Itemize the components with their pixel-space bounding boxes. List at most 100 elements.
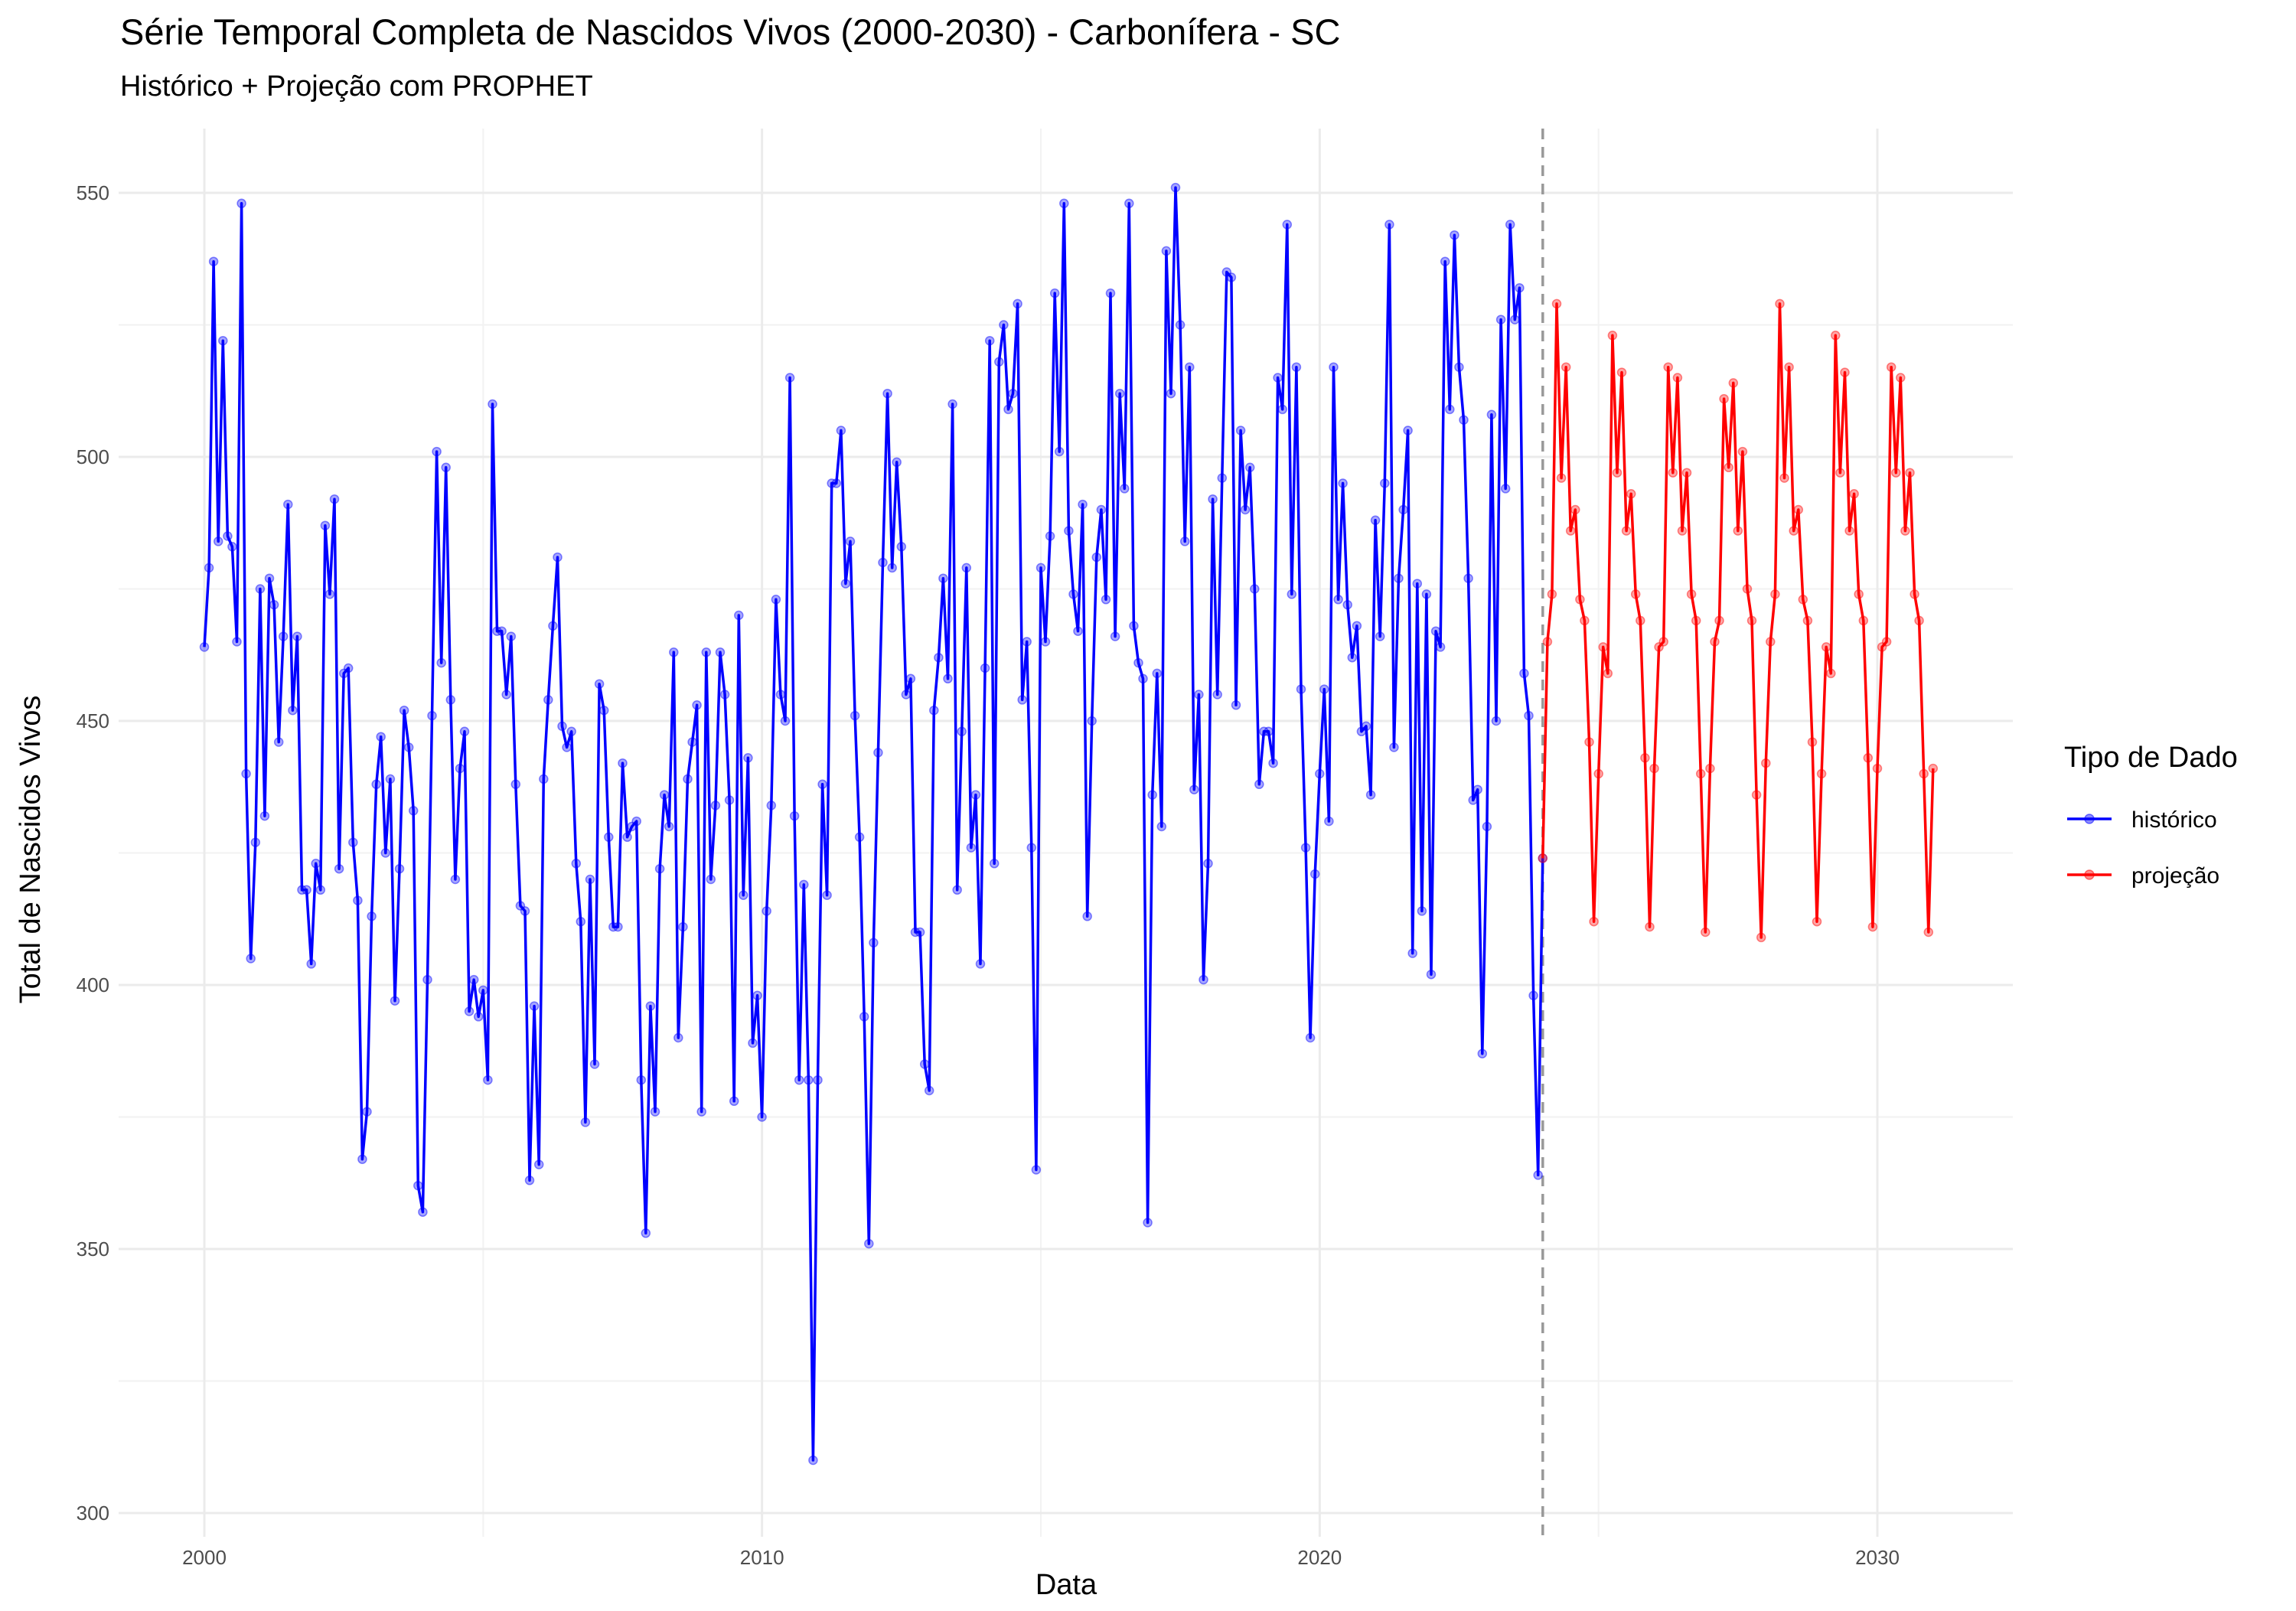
data-point-projecao-46 — [1751, 790, 1762, 800]
data-point-historico-211 — [1179, 536, 1190, 546]
data-point-historico-207 — [1161, 246, 1172, 256]
data-point-projecao-3 — [1551, 298, 1562, 309]
data-point-historico-178 — [1026, 843, 1037, 853]
data-point-historico-170 — [989, 859, 1000, 869]
data-point-historico-22 — [302, 885, 311, 895]
data-point-historico-93 — [631, 816, 641, 827]
data-point-historico-75 — [548, 621, 558, 631]
y-axis-label: Total de Nascidos Vivos — [15, 696, 47, 1004]
data-point-historico-56 — [459, 726, 470, 737]
data-point-projecao-64 — [1835, 468, 1845, 478]
data-point-projecao-33 — [1691, 615, 1701, 626]
data-point-historico-105 — [687, 737, 697, 747]
data-point-historico-27 — [325, 589, 335, 599]
data-point-projecao-4 — [1556, 473, 1567, 483]
data-point-historico-92 — [627, 821, 637, 832]
data-point-historico-110 — [710, 801, 721, 810]
data-point-projecao-75 — [1886, 362, 1896, 372]
data-point-historico-159 — [938, 573, 948, 583]
data-point-historico-18 — [283, 499, 293, 510]
data-point-historico-210 — [1175, 320, 1186, 330]
data-point-historico-241 — [1319, 684, 1329, 694]
data-point-projecao-77 — [1896, 373, 1906, 383]
series-projecao — [1538, 298, 1939, 943]
data-point-historico-78 — [562, 742, 572, 752]
data-point-projecao-56 — [1798, 595, 1808, 605]
data-point-historico-204 — [1147, 790, 1157, 800]
data-point-historico-6 — [227, 542, 237, 552]
series-historico — [199, 182, 1548, 1466]
data-point-historico-260 — [1407, 948, 1417, 958]
data-point-historico-224 — [1240, 504, 1251, 515]
data-point-historico-116 — [739, 890, 748, 900]
data-point-historico-271 — [1459, 415, 1469, 425]
data-point-historico-165 — [966, 843, 977, 853]
data-point-historico-72 — [533, 1159, 544, 1169]
data-point-historico-3 — [213, 536, 223, 546]
data-point-historico-100 — [664, 821, 674, 832]
data-point-historico-143 — [864, 1238, 874, 1249]
data-point-projecao-14 — [1603, 668, 1613, 679]
data-point-historico-243 — [1329, 362, 1339, 372]
data-point-historico-153 — [910, 927, 921, 938]
data-point-projecao-20 — [1630, 589, 1641, 599]
data-point-historico-112 — [719, 690, 730, 700]
data-point-historico-273 — [1468, 795, 1478, 805]
data-point-historico-249 — [1356, 726, 1367, 737]
data-point-historico-222 — [1231, 700, 1241, 710]
data-point-historico-206 — [1156, 821, 1167, 832]
data-point-historico-63 — [492, 626, 502, 636]
data-point-historico-142 — [859, 1012, 869, 1022]
data-point-projecao-17 — [1616, 367, 1627, 377]
series-line-historico — [203, 186, 1544, 1462]
data-point-historico-266 — [1435, 642, 1446, 652]
data-point-projecao-43 — [1737, 446, 1748, 457]
data-point-historico-44 — [403, 742, 414, 752]
y-tick-label-500: 500 — [77, 445, 109, 468]
data-point-historico-262 — [1417, 906, 1427, 916]
data-point-historico-264 — [1426, 969, 1437, 980]
data-point-historico-46 — [413, 1180, 423, 1191]
y-tick-label-300: 300 — [77, 1502, 109, 1525]
data-point-projecao-39 — [1719, 393, 1729, 404]
data-point-historico-109 — [706, 874, 716, 885]
data-point-projecao-9 — [1580, 615, 1590, 626]
data-point-historico-168 — [980, 663, 990, 673]
data-point-historico-216 — [1203, 859, 1213, 869]
data-point-historico-202 — [1138, 673, 1148, 684]
data-point-historico-287 — [1533, 1170, 1543, 1180]
data-point-historico-240 — [1315, 768, 1325, 779]
data-point-historico-86 — [598, 705, 609, 716]
data-point-historico-141 — [854, 832, 865, 843]
data-point-historico-235 — [1291, 362, 1302, 372]
data-point-historico-191 — [1087, 716, 1097, 726]
data-point-historico-227 — [1254, 779, 1264, 790]
legend-key-point-historico — [2084, 814, 2095, 824]
data-point-historico-80 — [571, 859, 582, 869]
data-point-historico-237 — [1300, 843, 1311, 853]
data-point-historico-231 — [1273, 373, 1283, 383]
data-point-historico-203 — [1143, 1218, 1153, 1228]
series-layer — [199, 182, 1939, 1466]
data-point-historico-175 — [1013, 298, 1022, 309]
data-point-projecao-73 — [1877, 642, 1887, 652]
data-point-historico-149 — [892, 457, 902, 468]
data-point-historico-117 — [743, 753, 753, 763]
data-point-historico-180 — [1035, 563, 1046, 573]
data-point-historico-258 — [1398, 504, 1408, 515]
data-point-projecao-2 — [1547, 589, 1557, 599]
data-point-historico-205 — [1152, 668, 1163, 679]
data-point-historico-111 — [715, 647, 726, 657]
data-point-projecao-12 — [1593, 768, 1603, 779]
data-point-projecao-21 — [1636, 615, 1645, 626]
data-point-historico-253 — [1375, 631, 1385, 641]
data-point-historico-119 — [752, 990, 762, 1001]
data-point-projecao-61 — [1821, 642, 1831, 652]
data-point-historico-127 — [789, 810, 800, 821]
data-point-historico-212 — [1185, 362, 1195, 372]
data-point-historico-267 — [1440, 256, 1450, 266]
data-point-projecao-22 — [1640, 753, 1650, 763]
data-point-historico-198 — [1120, 484, 1130, 494]
data-point-historico-147 — [882, 388, 892, 399]
data-point-historico-77 — [557, 721, 567, 732]
